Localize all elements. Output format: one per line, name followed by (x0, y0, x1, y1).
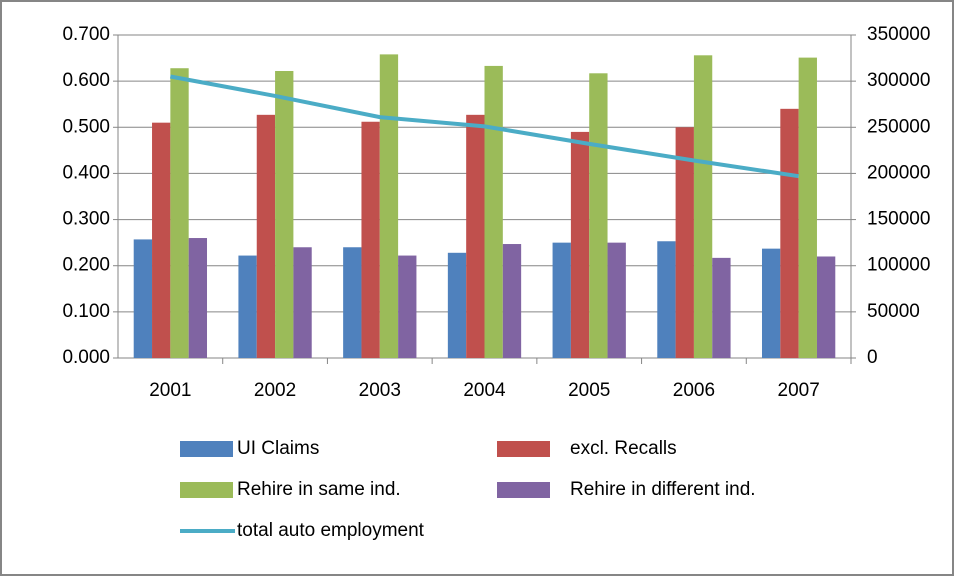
legend-swatch (180, 441, 233, 457)
y2-tick-label: 100000 (867, 255, 930, 276)
y-tick-label: 0.500 (62, 116, 110, 137)
bar (466, 114, 485, 358)
bar (607, 242, 626, 358)
bar (484, 65, 503, 358)
bar (570, 131, 590, 358)
bar (798, 57, 817, 359)
y2-tick-label: 200000 (867, 162, 930, 183)
bar (361, 121, 380, 359)
x-tick-label: 2003 (359, 380, 401, 401)
bar (238, 255, 257, 358)
bar (152, 122, 171, 359)
y-tick-label: 0.100 (62, 301, 110, 322)
y2-tick-label: 250000 (867, 116, 930, 137)
bar (589, 73, 608, 358)
y2-tick-label: 300000 (867, 70, 930, 91)
bar (343, 247, 362, 358)
legend-label: excl. Recalls (570, 438, 677, 459)
legend-swatch (497, 441, 550, 457)
bar (552, 242, 571, 358)
bar (293, 247, 312, 358)
y-tick-label: 0.400 (62, 162, 110, 183)
bar (133, 239, 153, 358)
bar (275, 70, 294, 359)
x-tick-label: 2004 (463, 380, 506, 401)
y-tick-label: 0.300 (62, 209, 110, 230)
legend-label: Rehire in same ind. (237, 479, 401, 500)
bar (693, 55, 713, 358)
bar (188, 238, 208, 358)
legend-swatch (497, 482, 550, 498)
bar (712, 257, 731, 358)
y-tick-label: 0.700 (62, 24, 110, 45)
x-tick-label: 2002 (254, 380, 296, 401)
bar (256, 114, 276, 358)
bar (816, 256, 836, 358)
bar (780, 108, 799, 358)
y-tick-label: 0.600 (62, 70, 110, 91)
bar (657, 241, 676, 358)
bar (761, 248, 781, 358)
y2-tick-label: 150000 (867, 209, 930, 230)
y-tick-label: 0.200 (62, 255, 110, 276)
y2-tick-label: 50000 (867, 301, 920, 322)
bar (502, 244, 522, 358)
bar (447, 252, 467, 358)
x-tick-label: 2001 (149, 380, 191, 401)
bar (675, 127, 694, 359)
legend-swatch (180, 482, 233, 498)
x-tick-label: 2005 (568, 380, 610, 401)
x-tick-label: 2007 (778, 380, 820, 401)
bar (379, 54, 399, 358)
legend-label: Rehire in different ind. (570, 479, 756, 500)
x-tick-label: 2006 (673, 380, 715, 401)
y-tick-label: 0.000 (62, 347, 110, 368)
bar (170, 68, 189, 359)
y2-tick-label: 350000 (867, 24, 930, 45)
line (169, 74, 799, 179)
legend-label: total auto employment (237, 520, 425, 541)
bar (398, 255, 417, 358)
y2-tick-label: 0 (867, 347, 878, 368)
legend-label: UI Claims (237, 438, 319, 459)
